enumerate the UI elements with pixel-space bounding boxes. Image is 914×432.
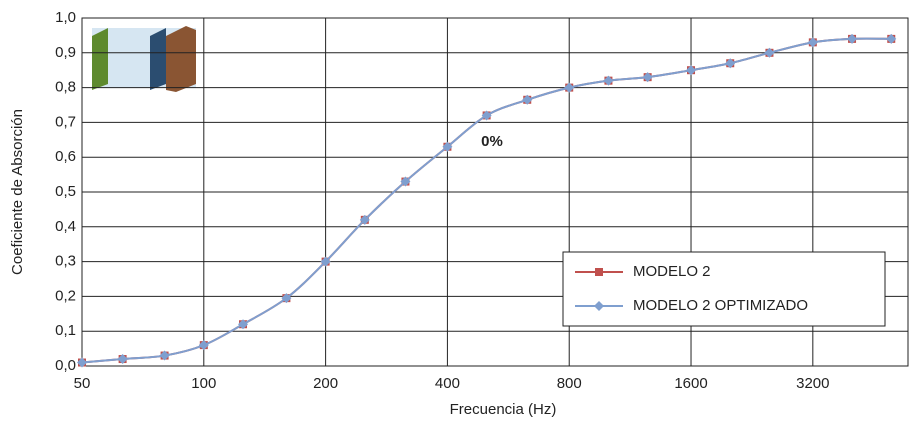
diamond-marker <box>847 33 858 44</box>
diamond-marker <box>281 293 292 304</box>
y-tick-label: 0,4 <box>55 218 76 235</box>
x-tick-label: 400 <box>435 375 460 392</box>
x-tick-label: 100 <box>191 375 216 392</box>
x-tick-label: 800 <box>557 375 582 392</box>
diamond-marker <box>77 357 87 368</box>
diamond-marker <box>481 110 492 121</box>
diamond-marker <box>807 37 818 48</box>
y-tick-label: 0,0 <box>55 357 76 374</box>
diamond-marker <box>359 214 370 225</box>
y-tick-label: 0,6 <box>55 148 76 165</box>
y-axis-label: Coeficiente de Absorción <box>9 109 26 275</box>
diamond-marker <box>725 58 736 69</box>
legend-box <box>562 251 886 327</box>
diamond-marker <box>642 72 653 83</box>
diamond-marker <box>400 176 411 187</box>
x-tick-label: 1600 <box>674 375 707 392</box>
diamond-marker <box>764 47 775 58</box>
y-tick-label: 0,5 <box>55 183 76 200</box>
x-axis-label: Frecuencia (Hz) <box>450 401 557 418</box>
y-tick-label: 0,7 <box>55 113 76 130</box>
diamond-marker <box>198 340 209 351</box>
x-tick-label: 200 <box>313 375 338 392</box>
y-tick-label: 0,1 <box>55 322 76 339</box>
y-tick-label: 0,2 <box>55 287 76 304</box>
diamond-marker <box>522 94 533 105</box>
diamond-marker <box>442 141 453 152</box>
diamond-marker <box>564 82 575 93</box>
panel-icon <box>92 26 196 92</box>
diamond-marker <box>159 350 170 361</box>
x-tick-label: 3200 <box>796 375 829 392</box>
legend-label: MODELO 2 <box>633 263 711 280</box>
diamond-marker <box>886 33 897 44</box>
diamond-marker <box>594 301 604 311</box>
legend-label: MODELO 2 OPTIMIZADO <box>633 297 808 314</box>
diamond-marker <box>686 65 697 76</box>
y-tick-label: 1,0 <box>55 9 76 26</box>
diamond-marker <box>603 75 614 86</box>
square-marker <box>595 268 603 276</box>
annotation: 0% <box>481 133 503 150</box>
diamond-marker <box>117 354 128 365</box>
x-tick-label: 50 <box>74 375 91 392</box>
y-tick-label: 0,8 <box>55 79 76 96</box>
y-tick-label: 0,3 <box>55 253 76 270</box>
plot-frame <box>81 17 909 367</box>
y-tick-label: 0,9 <box>55 44 76 61</box>
diamond-marker <box>238 319 249 330</box>
diamond-marker <box>320 256 331 267</box>
